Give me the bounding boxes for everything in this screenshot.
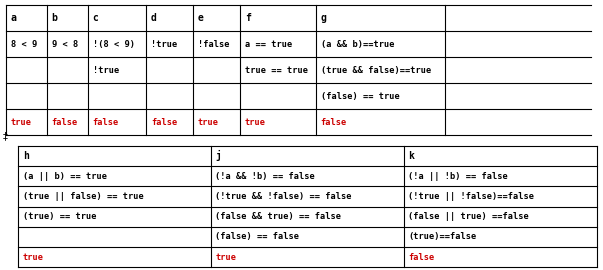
Text: !true: !true (93, 66, 119, 75)
Text: (!a || !b) == false: (!a || !b) == false (408, 172, 508, 181)
Text: (true) == true: (true) == true (23, 212, 96, 221)
Text: (false) == false: (false) == false (215, 232, 300, 241)
Text: (!a && !b) == false: (!a && !b) == false (215, 172, 315, 181)
Text: 9 < 8: 9 < 8 (52, 40, 78, 49)
Text: j: j (215, 150, 221, 161)
Text: (false && true) == false: (false && true) == false (215, 212, 341, 221)
Text: (false || true) ==false: (false || true) ==false (408, 212, 529, 221)
Text: (true && false)==true: (true && false)==true (321, 66, 431, 75)
Text: a == true: a == true (245, 40, 292, 49)
Text: (!true && !false) == false: (!true && !false) == false (215, 192, 352, 201)
Text: k: k (408, 151, 414, 161)
Text: true: true (215, 253, 236, 262)
Text: 8 < 9: 8 < 9 (11, 40, 37, 49)
Text: true == true: true == true (245, 66, 308, 75)
Text: f: f (245, 13, 251, 23)
Text: (true)==false: (true)==false (408, 232, 476, 241)
Text: b: b (52, 13, 57, 23)
Text: ‡: ‡ (3, 131, 8, 141)
Text: true: true (245, 117, 266, 127)
Text: h: h (23, 151, 28, 161)
Text: !(8 < 9): !(8 < 9) (93, 40, 134, 49)
Text: e: e (198, 13, 204, 23)
Text: (false) == true: (false) == true (321, 92, 399, 101)
Text: a: a (11, 13, 17, 23)
Text: false: false (321, 117, 347, 127)
Text: true: true (23, 253, 44, 262)
Text: (true || false) == true: (true || false) == true (23, 192, 144, 201)
Text: false: false (52, 117, 78, 127)
Text: (!true || !false)==false: (!true || !false)==false (408, 192, 534, 201)
Text: true: true (11, 117, 32, 127)
Text: c: c (93, 13, 98, 23)
Text: false: false (151, 117, 177, 127)
Text: false: false (93, 117, 119, 127)
Text: d: d (151, 13, 157, 23)
Text: !true: !true (151, 40, 177, 49)
Text: !false: !false (198, 40, 229, 49)
Text: (a || b) == true: (a || b) == true (23, 172, 107, 181)
Text: g: g (321, 13, 327, 23)
Text: true: true (198, 117, 219, 127)
Text: (a && b)==true: (a && b)==true (321, 40, 394, 49)
Text: false: false (408, 253, 435, 262)
